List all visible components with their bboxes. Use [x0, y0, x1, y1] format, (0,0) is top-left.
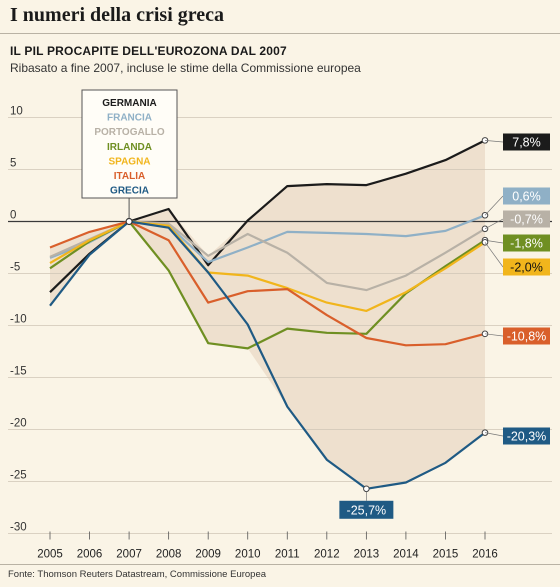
series-lines [49, 139, 486, 490]
end-label-italia: -10,8% [507, 330, 547, 344]
legend-entry-spagna: SPAGNA [108, 156, 150, 167]
y-tick-label: -10 [10, 314, 27, 326]
legend: GERMANIA FRANCIA PORTOGALLO IRLANDA SPAGNA IT… [81, 89, 178, 219]
end-labels: 7,8% 0,6% -0,7% -1,8% -2,0% -10,8% -20,3% -25,7… [339, 133, 550, 519]
end-label-box [503, 234, 550, 252]
x-tick-label: 2005 [37, 549, 63, 561]
end-label-leader [484, 140, 504, 143]
legend-entry-portogallo: PORTOGALLO [94, 127, 165, 138]
end-label-box [503, 427, 550, 445]
axis-labels: 10 5 0 -5 -10 -15 -20 -25 -30 2005 2006 2007 2008 200… [10, 106, 498, 561]
end-label-leader [484, 218, 504, 230]
range-shade [50, 140, 485, 489]
series-line-spagna [49, 220, 486, 312]
x-tick-label: 2007 [116, 549, 142, 561]
range-area [50, 140, 485, 489]
end-label-box [503, 327, 550, 345]
end-label-leader [484, 333, 504, 337]
end-label-germania: 7,8% [512, 136, 541, 150]
source-note: Fonte: Thomson Reuters Datastream, Commi… [8, 569, 267, 580]
min-point [363, 485, 370, 493]
legend-entry-francia: FRANCIA [107, 113, 152, 124]
x-tick-label: 2012 [314, 549, 340, 561]
y-tick-label: -15 [10, 366, 27, 378]
end-label-grecia: -20,3% [507, 430, 547, 444]
title-divider [0, 33, 560, 34]
x-tick-label: 2014 [393, 549, 419, 561]
y-tick-label: 10 [10, 106, 23, 118]
page-title: I numeri della crisi greca [10, 4, 225, 26]
x-tick-label: 2010 [235, 549, 261, 561]
y-tick-label: -5 [10, 262, 20, 274]
origin-marker [125, 217, 133, 226]
legend-entry-italia: ITALIA [114, 171, 145, 182]
end-label-leader [484, 195, 504, 216]
end-label-box [503, 187, 550, 205]
legend-entry-grecia: GRECIA [110, 186, 149, 197]
x-tick-label: 2016 [472, 549, 498, 561]
end-label-leader [484, 242, 504, 268]
end-label-box [503, 258, 550, 276]
x-tick-label: 2009 [195, 549, 221, 561]
min-label: -25,7% [347, 503, 387, 517]
chart-note: Ribasato a fine 2007, incluse le stime d… [10, 61, 361, 75]
end-label-francia: 0,6% [512, 190, 541, 204]
min-label-box [339, 500, 394, 519]
legend-entry-germania: GERMANIA [102, 98, 156, 109]
end-label-box [503, 133, 550, 151]
end-label-portogallo: -0,7% [510, 213, 543, 227]
legend-box [81, 89, 178, 199]
x-tick-label: 2008 [156, 549, 182, 561]
gridlines [8, 117, 552, 540]
y-tick-label: -25 [10, 470, 27, 482]
x-tick-label: 2006 [77, 549, 103, 561]
series-line-grecia [49, 220, 486, 490]
end-label-box [503, 210, 550, 228]
end-label-leader [484, 432, 504, 437]
x-tick-label: 2011 [275, 549, 300, 561]
end-label-leader [484, 239, 504, 244]
x-tick-label: 2015 [433, 549, 459, 561]
y-tick-label: -20 [10, 418, 27, 430]
end-label-spagna: -2,0% [510, 261, 543, 275]
y-tick-label: 0 [10, 210, 16, 222]
end-label-irlanda: -1,8% [510, 237, 543, 251]
source-divider [0, 564, 560, 565]
series-line-italia [49, 220, 486, 347]
y-tick-label: -30 [10, 522, 27, 534]
legend-entry-irlanda: IRLANDA [107, 142, 152, 153]
y-tick-label: 5 [10, 158, 16, 170]
x-tick-label: 2013 [354, 549, 380, 561]
chart-subtitle: IL PIL PROCAPITE DELL'EUROZONA DAL 2007 [10, 44, 287, 58]
